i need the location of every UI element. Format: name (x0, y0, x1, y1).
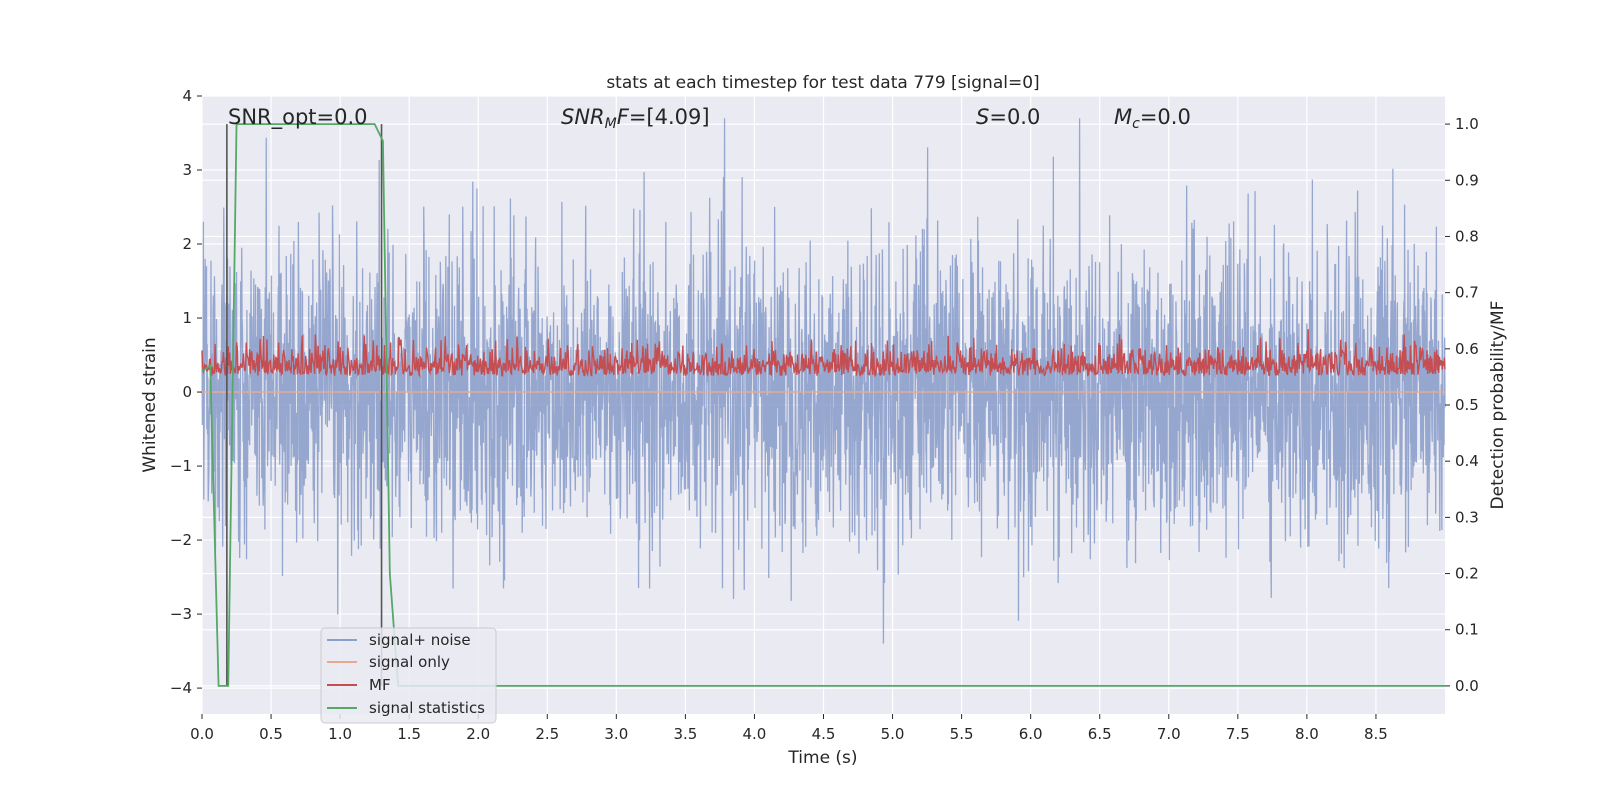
series-mf-line (201, 329, 1446, 379)
y-left-tick-label: 4 (182, 87, 192, 105)
y-right-tick-label: 0.4 (1455, 452, 1479, 470)
x-tick-label: 6.5 (1088, 725, 1112, 743)
y-right-axis-label: Detection probability/MF (1488, 301, 1508, 510)
x-tick-label: 6.0 (1019, 725, 1043, 743)
y-right-tick-label: 0.0 (1455, 677, 1479, 695)
y-left-tick-label: 3 (182, 161, 192, 179)
y-left-tick-label: 0 (182, 383, 192, 401)
y-left-tick-label: −3 (170, 605, 192, 623)
annotation-s-value: =0.0 (989, 105, 1040, 129)
y-left-tick-label: 2 (182, 235, 192, 253)
x-tick-label: 0.5 (259, 725, 283, 743)
legend-box (320, 627, 497, 724)
y-right-tick-label: 0.6 (1455, 340, 1479, 358)
series-signal-noise-line (201, 118, 1446, 644)
x-tick-label: 8.0 (1295, 725, 1319, 743)
y-right-axis-ticks: 1.0 0.9 0.8 0.7 0.6 0.5 0.4 0.3 0.2 0.1 0.0 (1445, 115, 1479, 695)
legend: signal+ noise signal only MF signal stat… (320, 627, 497, 724)
y-left-tick-label: −4 (170, 679, 192, 697)
y-left-tick-label: −1 (170, 457, 192, 475)
legend-item-mf: MF (327, 676, 391, 694)
x-tick-label: 3.0 (604, 725, 628, 743)
annotation-s-symbol: S (976, 105, 989, 129)
y-right-tick-label: 0.1 (1455, 621, 1479, 639)
y-left-tick-label: −2 (170, 531, 192, 549)
x-tick-label: 4.5 (812, 725, 836, 743)
y-right-tick-label: 0.2 (1455, 565, 1479, 583)
y-left-axis-ticks: 4 3 2 1 0 −1 −2 −3 −4 (170, 87, 202, 697)
x-tick-label: 0.0 (190, 725, 214, 743)
x-axis-label: Time (s) (787, 748, 857, 768)
legend-item-signal-noise: signal+ noise (327, 631, 471, 649)
annotation-snr-opt: SNR_opt=0.0 (228, 105, 368, 130)
chart-title: stats at each timestep for test data 779… (606, 73, 1039, 93)
legend-label-signal-statistics: signal statistics (369, 699, 485, 717)
annotation-mc-value: =0.0 (1140, 105, 1191, 129)
annotation-s: S=0.0 (976, 105, 1040, 129)
annotation-mc-sub: c (1132, 116, 1140, 132)
annotation-snr-mf-sub: M (605, 116, 617, 132)
x-axis-ticks: 0.0 0.5 1.0 1.5 2.0 2.5 3.0 3.5 4.0 4.5 5.0 5.5 6.0 6… (190, 714, 1388, 743)
y-right-tick-label: 1.0 (1455, 115, 1479, 133)
x-tick-label: 4.0 (743, 725, 767, 743)
legend-label-mf: MF (369, 676, 391, 694)
y-left-tick-label: 1 (182, 309, 192, 327)
y-right-tick-label: 0.3 (1455, 508, 1479, 526)
legend-label-signal-noise: signal+ noise (369, 631, 471, 649)
x-tick-label: 7.5 (1226, 725, 1250, 743)
x-tick-label: 5.0 (881, 725, 905, 743)
x-tick-label: 3.5 (673, 725, 697, 743)
y-right-tick-label: 0.9 (1455, 171, 1479, 189)
legend-label-signal-only: signal only (369, 653, 450, 671)
legend-item-signal-only: signal only (327, 653, 450, 671)
legend-item-signal-statistics: signal statistics (327, 699, 485, 717)
y-right-tick-label: 0.5 (1455, 396, 1479, 414)
x-tick-label: 2.0 (466, 725, 490, 743)
y-right-tick-label: 0.8 (1455, 227, 1479, 245)
x-tick-label: 5.5 (950, 725, 974, 743)
x-tick-label: 1.0 (328, 725, 352, 743)
y-left-axis-label: Whitened strain (140, 337, 160, 472)
annotation-snr-mf-value: =[4.09] (629, 105, 710, 129)
peak-markers (226, 124, 383, 686)
annotation-snr-mf-tail: F (617, 105, 630, 129)
x-tick-label: 1.5 (397, 725, 421, 743)
annotation-mc: Mc=0.0 (1114, 105, 1191, 132)
annotation-snr-mf: SNRMF=[4.09] (561, 105, 710, 132)
y-right-tick-label: 0.7 (1455, 284, 1479, 302)
x-tick-label: 2.5 (535, 725, 559, 743)
annotation-snr-mf-symbol: SNR (561, 105, 605, 129)
x-tick-label: 8.5 (1364, 725, 1388, 743)
x-tick-label: 7.0 (1157, 725, 1181, 743)
annotation-mc-symbol: M (1114, 105, 1132, 129)
